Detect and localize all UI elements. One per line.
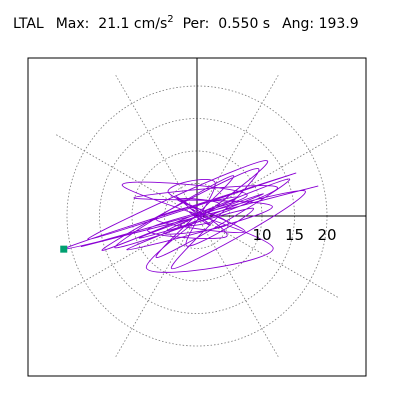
- max-amplitude-marker: [60, 245, 68, 253]
- motion-trace-line: [63, 160, 319, 273]
- radial-tick-labels: 10 15 20: [252, 226, 336, 244]
- max-unit: cm/s: [133, 16, 168, 32]
- grid-spoke: [115, 215, 198, 357]
- marker-layer: [60, 245, 68, 253]
- header: LTAL Max: 21.1 cm/s2 Per: 0.550 s Ang: 193…: [13, 14, 359, 32]
- tick-label-20: 20: [317, 226, 336, 244]
- max-label: Max:: [55, 16, 90, 32]
- angle-label: Ang:: [282, 16, 315, 32]
- grid-spoke: [196, 215, 338, 298]
- grid-spoke: [56, 215, 198, 298]
- grid-spoke: [56, 134, 198, 217]
- grid-spoke: [196, 215, 279, 357]
- grid-spoke: [196, 134, 338, 217]
- period-label: Per:: [182, 16, 210, 32]
- max-unit-exponent: 2: [167, 14, 174, 25]
- angle-value: 193.9: [318, 16, 359, 32]
- grid-spoke: [196, 75, 279, 217]
- motion-trace: [63, 160, 319, 273]
- tick-label-10: 10: [252, 226, 271, 244]
- max-value: 21.1: [98, 16, 130, 32]
- period-value: 0.550 s: [218, 16, 271, 32]
- tick-label-15: 15: [285, 226, 304, 244]
- station-code: LTAL: [13, 16, 44, 32]
- grid-spoke: [115, 75, 198, 217]
